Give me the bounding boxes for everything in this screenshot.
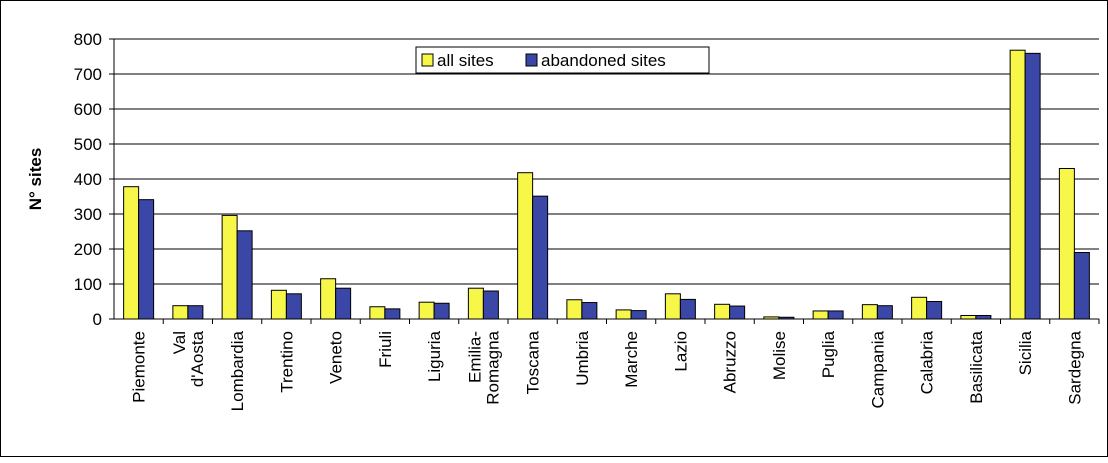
- y-axis-title: N° sites: [26, 148, 45, 211]
- x-tick-label: Marche: [622, 331, 641, 388]
- x-tick-label: Emilia-: [465, 331, 484, 383]
- bar[interactable]: [123, 186, 140, 320]
- legend-swatch: [421, 53, 434, 67]
- y-tick-label: 100: [74, 275, 102, 294]
- bar[interactable]: [172, 305, 189, 320]
- y-tick-label: 700: [74, 65, 102, 84]
- bar[interactable]: [1024, 52, 1041, 320]
- x-tick-label: Abruzzo: [721, 331, 740, 393]
- bar[interactable]: [418, 301, 435, 320]
- legend: [415, 46, 710, 74]
- bar[interactable]: [1073, 252, 1090, 320]
- bar[interactable]: [221, 214, 238, 320]
- y-tick-label: 200: [74, 240, 102, 259]
- bar[interactable]: [187, 305, 204, 320]
- bar[interactable]: [320, 278, 337, 320]
- y-tick-label: 0: [93, 310, 102, 329]
- x-tick-label: Molise: [770, 331, 789, 380]
- x-tick-label: Veneto: [327, 331, 346, 384]
- bar[interactable]: [285, 293, 302, 320]
- bar[interactable]: [517, 172, 534, 320]
- bar[interactable]: [615, 309, 632, 320]
- bar[interactable]: [1009, 49, 1026, 320]
- x-tick-label: Sardegna: [1065, 330, 1084, 404]
- y-tick-label: 300: [74, 205, 102, 224]
- x-tick-label: Trentino: [277, 331, 296, 393]
- x-tick-label: Lazio: [671, 331, 690, 372]
- x-tick-label: Toscana: [524, 330, 543, 394]
- bar[interactable]: [270, 289, 287, 320]
- x-tick-label: Campania: [868, 330, 887, 408]
- x-tick-label: Val: [170, 331, 189, 354]
- bar[interactable]: [532, 195, 549, 320]
- x-tick-label: Puglia: [819, 330, 838, 378]
- y-tick-label: 500: [74, 135, 102, 154]
- x-tick-label: Basilicata: [967, 330, 986, 403]
- legend-label: abandoned sites: [541, 51, 666, 70]
- bar[interactable]: [138, 199, 155, 320]
- bar[interactable]: [1058, 168, 1075, 320]
- bar[interactable]: [384, 308, 401, 320]
- x-tick-label: Friuli: [376, 331, 395, 368]
- bar[interactable]: [679, 298, 696, 320]
- bar[interactable]: [812, 310, 829, 320]
- bar[interactable]: [827, 310, 844, 320]
- bar[interactable]: [433, 302, 450, 320]
- bar[interactable]: [975, 315, 992, 320]
- x-tick-label: d'Aosta: [188, 330, 207, 387]
- legend-label: all sites: [437, 51, 494, 70]
- bar[interactable]: [566, 299, 583, 320]
- x-tick-label: Piemonte: [130, 331, 149, 403]
- y-tick-label: 600: [74, 100, 102, 119]
- bar[interactable]: [369, 306, 386, 320]
- bar[interactable]: [729, 305, 746, 320]
- bar[interactable]: [482, 290, 499, 320]
- bar[interactable]: [630, 310, 647, 320]
- x-tick-label: Lombardia: [228, 330, 247, 411]
- x-tick-label: Liguria: [425, 330, 444, 382]
- bar[interactable]: [581, 302, 598, 320]
- bar[interactable]: [911, 296, 928, 320]
- bar[interactable]: [714, 303, 731, 320]
- bar[interactable]: [876, 305, 893, 320]
- bar[interactable]: [236, 230, 253, 320]
- bar[interactable]: [778, 316, 795, 320]
- bar[interactable]: [861, 304, 878, 320]
- x-tick-label: Calabria: [918, 330, 937, 394]
- bar[interactable]: [926, 301, 943, 320]
- bar[interactable]: [664, 293, 681, 320]
- bar[interactable]: [335, 287, 352, 320]
- legend-swatch: [525, 53, 538, 67]
- bar[interactable]: [960, 315, 977, 320]
- x-tick-label: Umbria: [573, 330, 592, 385]
- x-tick-label: Romagna: [483, 330, 502, 404]
- y-tick-label: 400: [74, 170, 102, 189]
- bar[interactable]: [763, 316, 780, 320]
- bar[interactable]: [467, 287, 484, 320]
- x-tick-label: Sicilia: [1016, 330, 1035, 375]
- y-tick-label: 800: [74, 30, 102, 49]
